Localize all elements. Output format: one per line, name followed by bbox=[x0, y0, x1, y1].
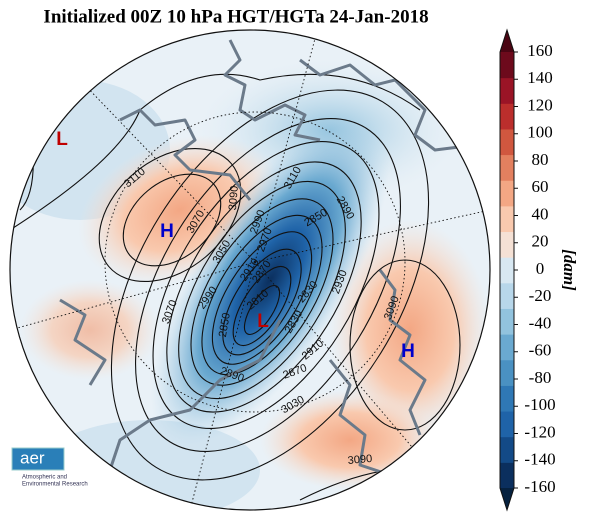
colorbar-swatch bbox=[500, 103, 514, 130]
colorbar-tick-label: 80 bbox=[532, 150, 549, 169]
colorbar-swatch bbox=[500, 180, 514, 207]
logo-line: Environmental Research bbox=[22, 482, 88, 488]
colorbar-swatch bbox=[500, 154, 514, 181]
colorbar-swatch bbox=[500, 411, 514, 438]
colorbar-tick-label: 0 bbox=[536, 259, 545, 278]
colorbar-swatch bbox=[500, 77, 514, 104]
colorbar-tick-label: 40 bbox=[532, 204, 549, 223]
colorbar-tick-label: 60 bbox=[532, 177, 549, 196]
logo-line: Atmospheric and bbox=[22, 475, 67, 481]
pressure-center: L bbox=[56, 129, 68, 150]
colorbar-swatch bbox=[500, 385, 514, 412]
logo: aer Atmospheric and Environmental Resear… bbox=[11, 447, 88, 488]
colorbar-swatch bbox=[500, 359, 514, 386]
pressure-center: L bbox=[257, 311, 269, 332]
contour-label: 3090 bbox=[347, 453, 372, 467]
colorbar-tick-label: 100 bbox=[527, 123, 553, 142]
colorbar-tick-label: -120 bbox=[524, 422, 555, 441]
colorbar-tick-label: -140 bbox=[524, 450, 555, 469]
colorbar-swatch bbox=[500, 231, 514, 258]
pressure-center: H bbox=[401, 341, 415, 362]
contour-label: 3090 bbox=[227, 185, 241, 210]
colorbar-tick-label: 140 bbox=[527, 68, 553, 87]
colorbar-tick-label: 120 bbox=[527, 95, 553, 114]
colorbar-tick-label: -160 bbox=[524, 477, 555, 496]
colorbar-extend bbox=[500, 30, 514, 52]
colorbar: 160 140 120 100 80 60 40 20 0 -20 -40 -60 -80 -100 -12… bbox=[499, 28, 556, 512]
map-border bbox=[9, 29, 491, 511]
colorbar-tick-label: -100 bbox=[524, 395, 555, 414]
colorbar-swatch bbox=[500, 334, 514, 361]
colorbar-tick-label: -20 bbox=[529, 286, 552, 305]
pressure-center: H bbox=[160, 221, 174, 242]
map bbox=[10, 30, 490, 510]
colorbar-tick-label: -40 bbox=[529, 313, 552, 332]
colorbar-label: [dam] bbox=[560, 249, 579, 291]
colorbar-tick-label: -60 bbox=[529, 341, 552, 360]
colorbar-swatch bbox=[500, 257, 514, 284]
colorbar-tick-label: 20 bbox=[532, 232, 549, 251]
colorbar-swatch bbox=[500, 205, 514, 233]
colorbar-swatch bbox=[500, 436, 514, 463]
colorbar-swatch bbox=[500, 128, 514, 156]
colorbar-tick-label: 160 bbox=[527, 41, 553, 60]
logo-name: aer bbox=[20, 448, 45, 467]
colorbar-extend bbox=[500, 488, 514, 510]
colorbar-tick-label: -80 bbox=[529, 368, 552, 387]
colorbar-swatch bbox=[500, 462, 514, 489]
colorbar-swatch bbox=[500, 52, 514, 79]
title: Initialized 00Z 10 hPa HGT/HGTa 24-Jan-2… bbox=[43, 6, 428, 27]
colorbar-swatch bbox=[500, 282, 514, 309]
contour-label: 2850 bbox=[217, 312, 233, 338]
colorbar-swatch bbox=[500, 308, 514, 335]
